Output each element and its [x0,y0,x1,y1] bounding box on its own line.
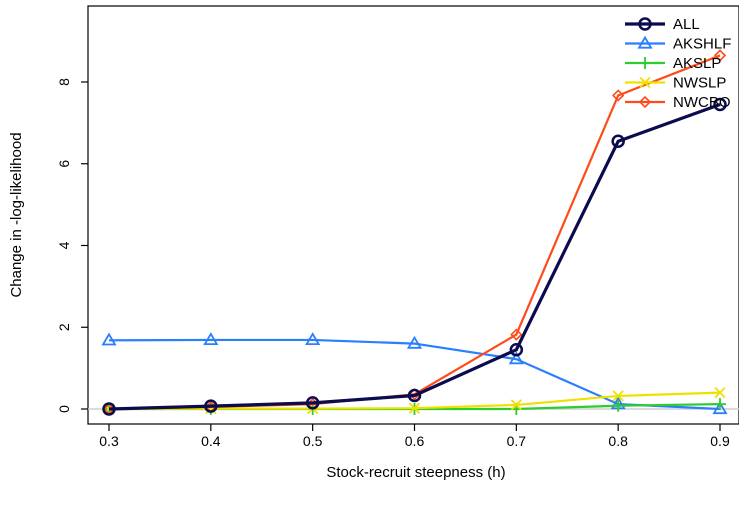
series-line-all [108,102,721,411]
series-layer [101,49,728,416]
y-tick-label: 0 [56,405,72,413]
data-point-akshlf [101,332,117,346]
x-tick-label: 0.3 [99,433,119,449]
series-all [102,97,727,416]
y-tick-label: 8 [56,78,72,86]
y-tick-label: 6 [56,160,72,168]
legend-item-akslp: AKSLP [625,55,721,72]
legend-marker-akshlf [637,35,653,49]
data-point-nwslp [612,390,624,402]
data-point-nwcbo [510,328,523,341]
data-point-akshlf [305,332,321,346]
data-point-akshlf [203,332,219,346]
data-point-akshlf [508,351,524,365]
y-axis-label: Change in -log-likelihood [8,132,25,297]
x-tick-label: 0.7 [507,433,527,449]
legend-item-akshlf: AKSHLF [625,36,731,53]
y-axis: 0 2 4 6 8 [56,78,88,413]
legend-marker-nwslp [639,76,651,89]
data-point-all [204,399,218,413]
legend-item-nwslp: NWSLP [625,75,726,92]
legend-item-nwcbo: NWCBO [625,94,731,111]
data-point-all [713,97,727,112]
x-tick-label: 0.9 [710,433,730,449]
data-point-nwslp [714,387,726,399]
data-point-all [102,402,116,416]
data-point-all [611,134,625,149]
data-point-akslp [612,399,625,412]
data-point-nwcbo [713,49,727,62]
data-point-all [305,396,320,410]
legend-label: ALL [673,16,700,33]
series-nwcbo [102,49,727,416]
x-tick-label: 0.6 [405,433,425,449]
x-axis: 0.3 0.4 0.5 0.6 0.7 0.8 0.9 [99,424,730,449]
data-point-akslp [714,398,726,411]
x-tick-label: 0.4 [201,433,221,449]
data-point-all [407,388,422,403]
plot-frame [87,5,739,425]
data-point-nwslp [408,402,421,414]
data-point-nwcbo [612,89,625,102]
x-tick-label: 0.5 [303,433,323,449]
y-tick-label: 2 [56,323,72,331]
legend: ALL AKSHLF AKSLP NWSLP NWCBO [625,16,731,111]
legend-label: AKSLP [673,55,721,72]
legend-marker-all [638,17,652,31]
data-point-nwslp [510,399,522,411]
x-tick-label: 0.8 [608,433,628,449]
data-point-all [509,342,524,357]
legend-marker-nwcbo [638,95,652,109]
data-point-akshlf [712,401,728,415]
legend-label: AKSHLF [673,36,731,53]
x-axis-label: Stock-recruit steepness (h) [326,464,505,481]
legend-label: NWCBO [673,94,731,111]
legend-item-all: ALL [625,16,700,33]
legend-label: NWSLP [673,75,726,92]
y-tick-label: 4 [56,241,72,249]
series-line-nwcbo [108,54,721,411]
data-point-akshlf [406,335,423,349]
legend-marker-akslp [639,57,651,69]
